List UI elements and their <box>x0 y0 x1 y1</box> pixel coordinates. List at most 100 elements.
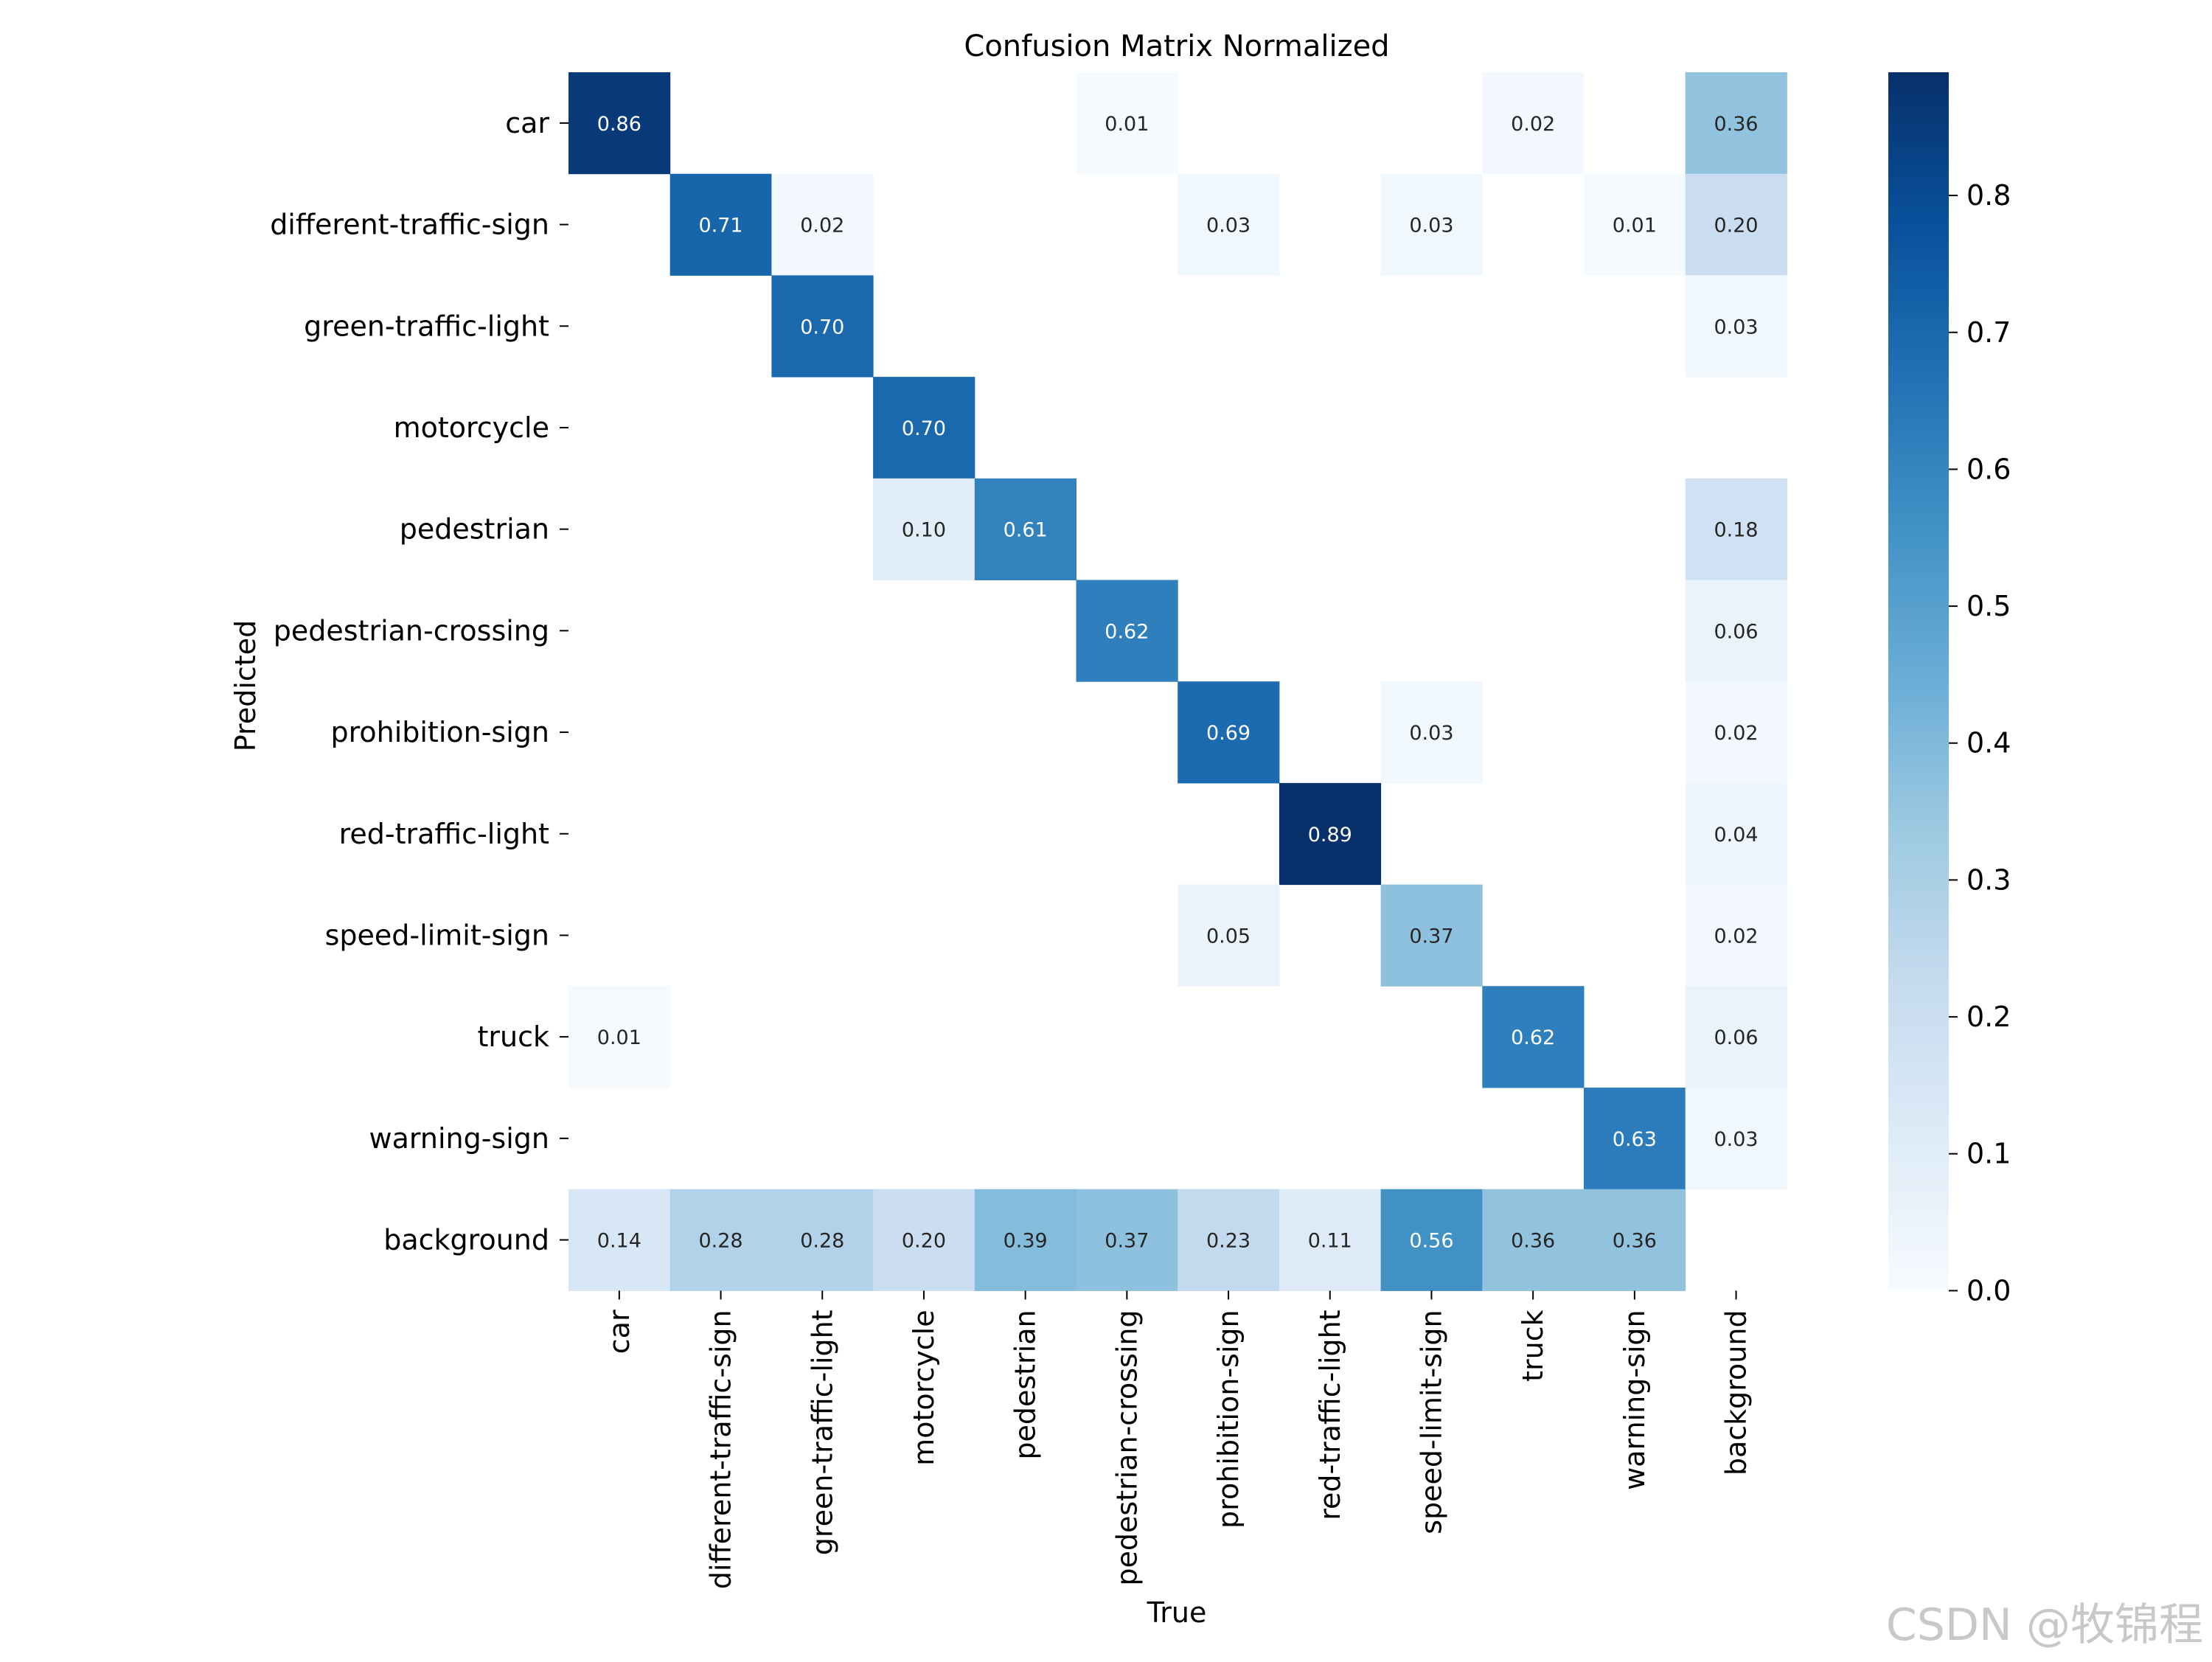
cell-value-label: 0.02 <box>1511 113 1555 136</box>
cell-value-label: 0.69 <box>1206 722 1251 745</box>
x-tick-label: red-traffic-light <box>1314 1310 1346 1520</box>
colorbar-gradient <box>1888 72 1949 1291</box>
x-tick-label: pedestrian <box>1009 1310 1042 1459</box>
cell-value-label: 0.03 <box>1714 316 1758 338</box>
cell-value-label: 0.28 <box>800 1230 844 1253</box>
colorbar-tick-label: 0.0 <box>1966 1274 2011 1307</box>
cell-value-label: 0.62 <box>1105 620 1149 643</box>
cell-value-label: 0.03 <box>1714 1128 1758 1151</box>
cell-value-label: 0.61 <box>1004 519 1048 542</box>
x-tick-label: car <box>603 1310 636 1354</box>
cell-value-label: 0.05 <box>1206 925 1251 948</box>
cell-value-label: 0.62 <box>1511 1026 1555 1049</box>
heatmap-cell <box>1178 1189 1280 1291</box>
y-tick-label: speed-limit-sign <box>325 919 549 951</box>
heatmap-cell <box>1685 173 1787 276</box>
heatmap-cell <box>1685 1088 1787 1190</box>
cell-value-label: 0.56 <box>1409 1230 1453 1253</box>
y-tick-label: warning-sign <box>369 1122 549 1155</box>
y-tick-label: prohibition-sign <box>330 716 549 748</box>
cell-value-label: 0.01 <box>1105 113 1149 136</box>
cell-value-label: 0.03 <box>1206 215 1251 237</box>
heatmap-cell <box>1482 72 1585 175</box>
heatmap-cell <box>1076 72 1178 175</box>
heatmap-cell <box>568 986 671 1088</box>
cell-value-label: 0.37 <box>1409 925 1453 948</box>
heatmap-cell <box>771 1189 874 1291</box>
heatmap-cell <box>669 1189 772 1291</box>
heatmap-cell <box>1685 782 1787 886</box>
colorbar-tick-label: 0.1 <box>1966 1138 2011 1170</box>
heatmap-cell <box>873 377 975 479</box>
x-tick-label: warning-sign <box>1618 1310 1651 1489</box>
colorbar-tick-label: 0.3 <box>1966 863 2011 896</box>
x-tick-label: pedestrian-crossing <box>1110 1310 1143 1585</box>
heatmap-cell <box>1482 1189 1585 1291</box>
cell-value-label: 0.11 <box>1308 1230 1352 1253</box>
cell-value-label: 0.39 <box>1004 1230 1048 1253</box>
y-tick-label: pedestrian-crossing <box>274 614 549 647</box>
cell-value-label: 0.10 <box>902 519 946 542</box>
cell-value-label: 0.20 <box>1714 215 1758 237</box>
cell-value-label: 0.06 <box>1714 1026 1758 1049</box>
cell-value-label: 0.70 <box>800 316 844 338</box>
cell-value-label: 0.71 <box>698 215 742 237</box>
heatmap-cell <box>1685 72 1787 175</box>
heatmap-cell <box>1482 986 1585 1088</box>
cell-value-label: 0.20 <box>902 1230 946 1253</box>
y-tick-label: background <box>383 1224 549 1256</box>
heatmap-cell <box>568 1189 671 1291</box>
cell-value-label: 0.36 <box>1613 1230 1657 1253</box>
x-tick-label: truck <box>1517 1310 1549 1382</box>
cell-value-label: 0.23 <box>1206 1230 1251 1253</box>
x-axis-ticks: car different-traffic-sign green-traffic-l… <box>603 1290 1753 1589</box>
heatmap-cell <box>1279 1189 1382 1291</box>
cell-value-label: 0.02 <box>1714 722 1758 745</box>
cell-value-label: 0.36 <box>1511 1230 1555 1253</box>
cell-value-label: 0.14 <box>597 1230 641 1253</box>
watermark: CSDN @牧锦程 <box>1885 1599 2203 1651</box>
heatmap-cell <box>568 72 671 175</box>
cell-value-label: 0.02 <box>1714 925 1758 948</box>
cell-value-label: 0.01 <box>597 1026 641 1049</box>
y-tick-label: truck <box>477 1021 549 1053</box>
cell-value-label: 0.04 <box>1714 824 1758 846</box>
heatmap-cell <box>1076 1189 1178 1291</box>
heatmap-cell <box>1685 986 1787 1088</box>
heatmap-cell <box>1685 275 1787 378</box>
heatmap-cell <box>1380 173 1483 276</box>
heatmap-cell <box>1178 173 1280 276</box>
heatmap-cell <box>1685 884 1787 987</box>
y-tick-label: different-traffic-sign <box>270 209 549 241</box>
x-tick-label: prohibition-sign <box>1212 1310 1245 1529</box>
cell-value-label: 0.03 <box>1409 215 1453 237</box>
colorbar-tick-label: 0.4 <box>1966 727 2011 759</box>
x-tick-label: background <box>1720 1310 1753 1475</box>
cell-value-label: 0.18 <box>1714 519 1758 542</box>
y-tick-label: motorcycle <box>394 411 549 444</box>
y-axis-ticks: car different-traffic-sign green-traffic-l… <box>270 107 568 1256</box>
cell-value-label: 0.06 <box>1714 620 1758 643</box>
heatmap-cell <box>1685 478 1787 580</box>
cell-value-label: 0.01 <box>1613 215 1657 237</box>
heatmap-cell <box>1584 1189 1686 1291</box>
heatmap-cell <box>771 173 874 276</box>
heatmap-cell <box>1380 884 1483 987</box>
cell-labels: 0.86 0.01 0.02 0.36 0.71 0.02 0.03 0.03 0.01 0.20… <box>597 113 1759 1253</box>
x-tick-label: different-traffic-sign <box>705 1310 737 1589</box>
x-tick-label: motorcycle <box>908 1310 940 1465</box>
heatmap-cell <box>974 1189 1077 1291</box>
y-tick-label: pedestrian <box>400 513 549 546</box>
cell-value-label: 0.37 <box>1105 1230 1149 1253</box>
heatmap-cell <box>1584 173 1686 276</box>
y-tick-label: car <box>505 107 549 139</box>
cell-value-label: 0.28 <box>698 1230 742 1253</box>
heatmap-cell <box>974 478 1077 580</box>
cell-value-label: 0.63 <box>1613 1128 1657 1151</box>
cell-value-label: 0.70 <box>902 417 946 440</box>
chart-title: Confusion Matrix Normalized <box>964 29 1389 63</box>
heatmap-cell <box>1076 580 1178 682</box>
y-tick-label: red-traffic-light <box>339 818 549 850</box>
heatmap-cell <box>1178 681 1280 784</box>
